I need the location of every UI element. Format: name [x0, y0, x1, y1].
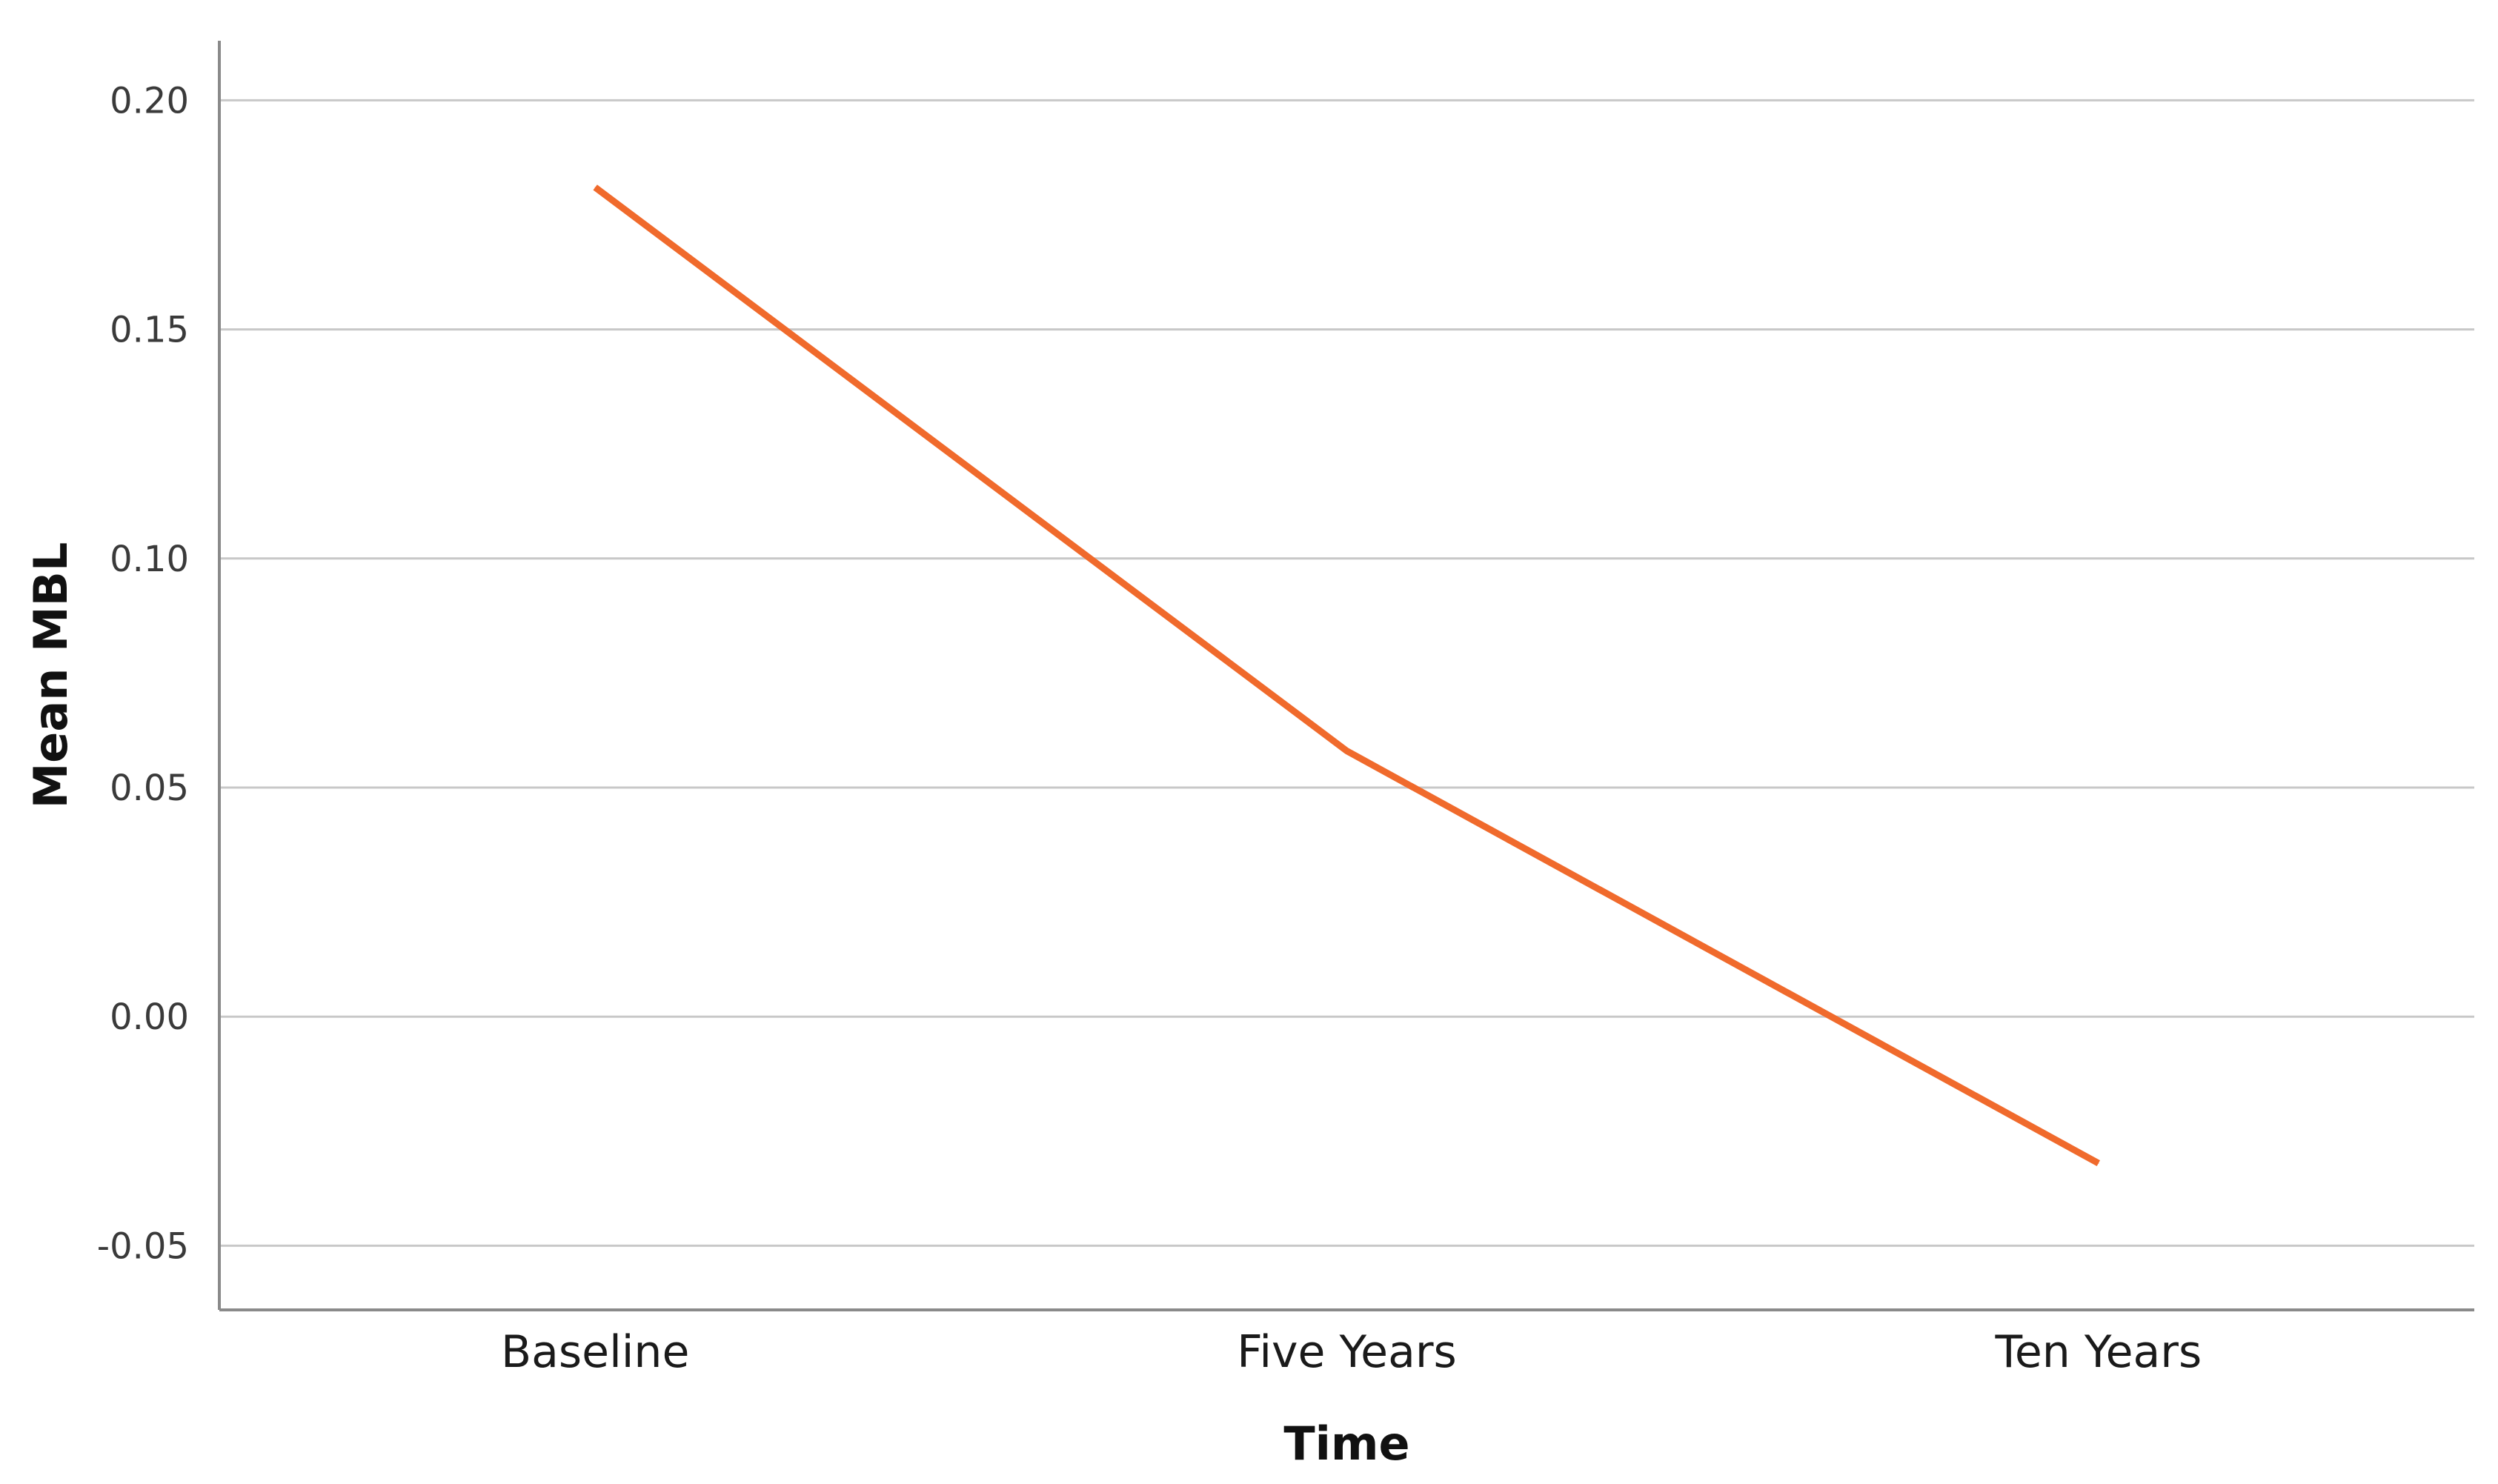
y-axis-title: Mean MBL — [24, 542, 78, 809]
axes — [218, 41, 2474, 1311]
y-tick-label: 0.15 — [110, 310, 189, 351]
x-tick-label: Five Years — [1237, 1326, 1457, 1378]
y-tick-label: 0.05 — [110, 768, 189, 809]
x-tick-label: Baseline — [501, 1326, 689, 1378]
gridlines — [219, 99, 2474, 1247]
data-point — [2098, 1162, 2099, 1164]
x-tick-label: Ten Years — [1994, 1326, 2202, 1378]
y-tick-labels: -0.05 0.00 0.05 0.10 0.15 0.20 — [97, 80, 189, 1267]
y-tick-label: 0.00 — [110, 996, 189, 1038]
y-tick-label: -0.05 — [97, 1225, 189, 1267]
y-tick-label: 0.10 — [110, 539, 189, 580]
y-tick-label: 0.20 — [110, 80, 189, 122]
x-tick-labels: Baseline Five Years Ten Years — [501, 1326, 2202, 1378]
x-axis-title: Time — [1283, 1417, 1409, 1471]
series — [593, 184, 2100, 1167]
